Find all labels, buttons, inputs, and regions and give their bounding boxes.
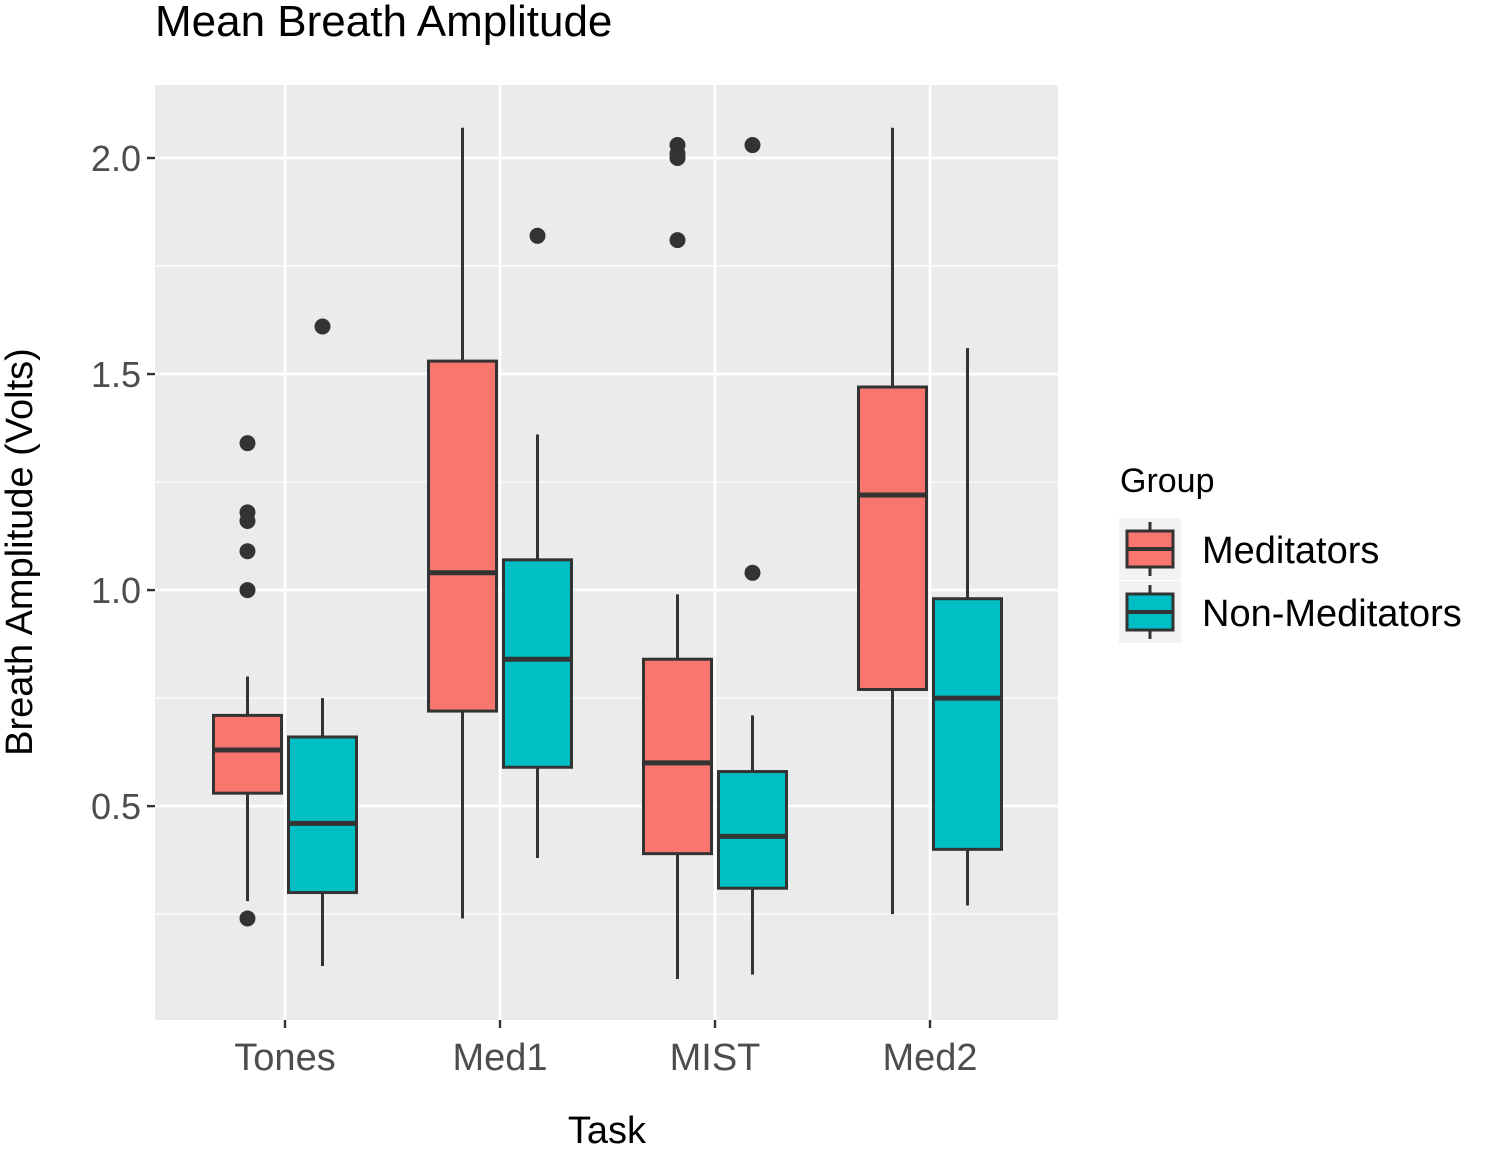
outlier-point [744,564,761,581]
y-tick-label: 1.0 [91,570,141,611]
legend: Group Meditators Non-Meditators [1119,462,1462,643]
outlier-point [239,512,256,529]
box-non-meditators-med1 [502,227,573,858]
legend-label: Meditators [1202,530,1379,572]
box-iqr [717,770,788,890]
box-iqr [857,385,928,691]
legend-label: Non-Meditators [1202,593,1462,635]
box-meditators-tones [212,435,283,927]
y-tick-label: 1.5 [91,354,141,395]
outlier-point [669,232,686,249]
box-meditators-mist [642,137,713,979]
box-iqr [932,597,1003,851]
chart-title: Mean Breath Amplitude [155,0,612,46]
box-iqr [427,359,498,713]
outlier-point [529,227,546,244]
x-axis-label: Task [568,1110,647,1146]
box-meditators-med2 [857,127,928,915]
legend-title: Group [1120,462,1215,500]
outlier-point [669,150,686,167]
outlier-point [239,435,256,452]
box-iqr [502,558,573,769]
outlier-point [744,137,761,154]
box-iqr [642,657,713,856]
outlier-point [239,543,256,560]
box-iqr [287,735,358,895]
x-tick-label: Med1 [452,1037,547,1079]
box-non-meditators-tones [287,318,358,966]
axes: 0.5 1.0 1.5 2.0 Tones Med1 MIST Med2 [91,138,978,1079]
box-meditators-med1 [427,127,498,919]
box-iqr [212,713,283,795]
x-tick-label: Tones [234,1037,335,1079]
outlier-point [239,910,256,927]
box-non-meditators-mist [717,137,788,975]
boxes [212,127,1003,979]
x-tick-label: Med2 [882,1037,977,1079]
outlier-point [314,318,331,335]
gridlines [155,85,1058,1020]
box-non-meditators-med2 [932,348,1003,906]
y-tick-label: 0.5 [91,786,141,827]
outlier-point [239,582,256,599]
x-tick-label: MIST [670,1037,761,1079]
legend-item-non-meditators: Non-Meditators [1119,581,1462,643]
legend-item-meditators: Meditators [1119,518,1379,580]
y-tick-label: 2.0 [91,138,141,179]
y-axis-label: Breath Amplitude (Volts) [0,348,41,756]
